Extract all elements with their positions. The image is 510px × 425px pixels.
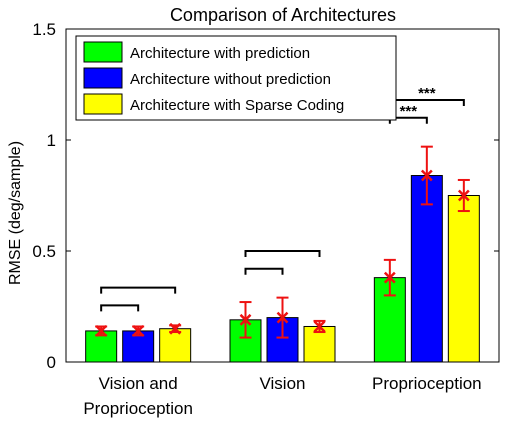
mean-marker bbox=[457, 189, 470, 202]
legend-box bbox=[75, 35, 397, 121]
mean-marker bbox=[95, 325, 108, 337]
mean-marker bbox=[169, 322, 182, 335]
significance-bracket bbox=[100, 304, 140, 312]
significance-label: *** bbox=[418, 85, 436, 102]
plot-area: 0 0.5 1 1.5 ****** Vision and Proprioception Vi… bbox=[32, 20, 500, 418]
legend-label: Architecture with Sparse Coding bbox=[130, 97, 344, 114]
x-tick-label: Proprioception bbox=[83, 399, 193, 418]
mean-marker bbox=[132, 325, 145, 337]
chart-title: Comparison of Architectures bbox=[170, 5, 396, 25]
significance-bracket bbox=[100, 286, 177, 294]
legend-label: Architecture with prediction bbox=[130, 45, 310, 62]
significance-bracket bbox=[388, 116, 428, 124]
mean-marker bbox=[383, 271, 396, 284]
bar bbox=[159, 328, 192, 363]
legend-label: Architecture without prediction bbox=[130, 71, 331, 88]
legend-swatch bbox=[83, 67, 123, 89]
y-tick-label: 1.5 bbox=[32, 20, 56, 39]
mean-marker bbox=[313, 320, 326, 333]
y-tick-label: 0.5 bbox=[32, 242, 56, 261]
significance-bracket bbox=[244, 250, 321, 257]
x-tick-label: Proprioception bbox=[372, 374, 482, 393]
bar bbox=[447, 195, 480, 363]
legend-swatch bbox=[83, 93, 123, 115]
mean-marker bbox=[239, 313, 252, 326]
y-tick-label: 1 bbox=[47, 131, 56, 150]
significance-bracket bbox=[244, 267, 284, 275]
significance-label: *** bbox=[400, 103, 418, 120]
x-tick-label: Vision and bbox=[99, 374, 178, 393]
legend-swatch bbox=[83, 41, 123, 63]
mean-marker bbox=[420, 169, 433, 182]
mean-marker bbox=[276, 311, 289, 324]
bar bbox=[410, 175, 443, 363]
y-axis-label: RMSE (deg/sample) bbox=[7, 141, 24, 285]
bar bbox=[229, 319, 262, 363]
legend: Architecture with prediction Architecture… bbox=[75, 35, 397, 121]
x-tick-label: Vision bbox=[260, 374, 306, 393]
y-tick-label: 0 bbox=[47, 353, 56, 372]
